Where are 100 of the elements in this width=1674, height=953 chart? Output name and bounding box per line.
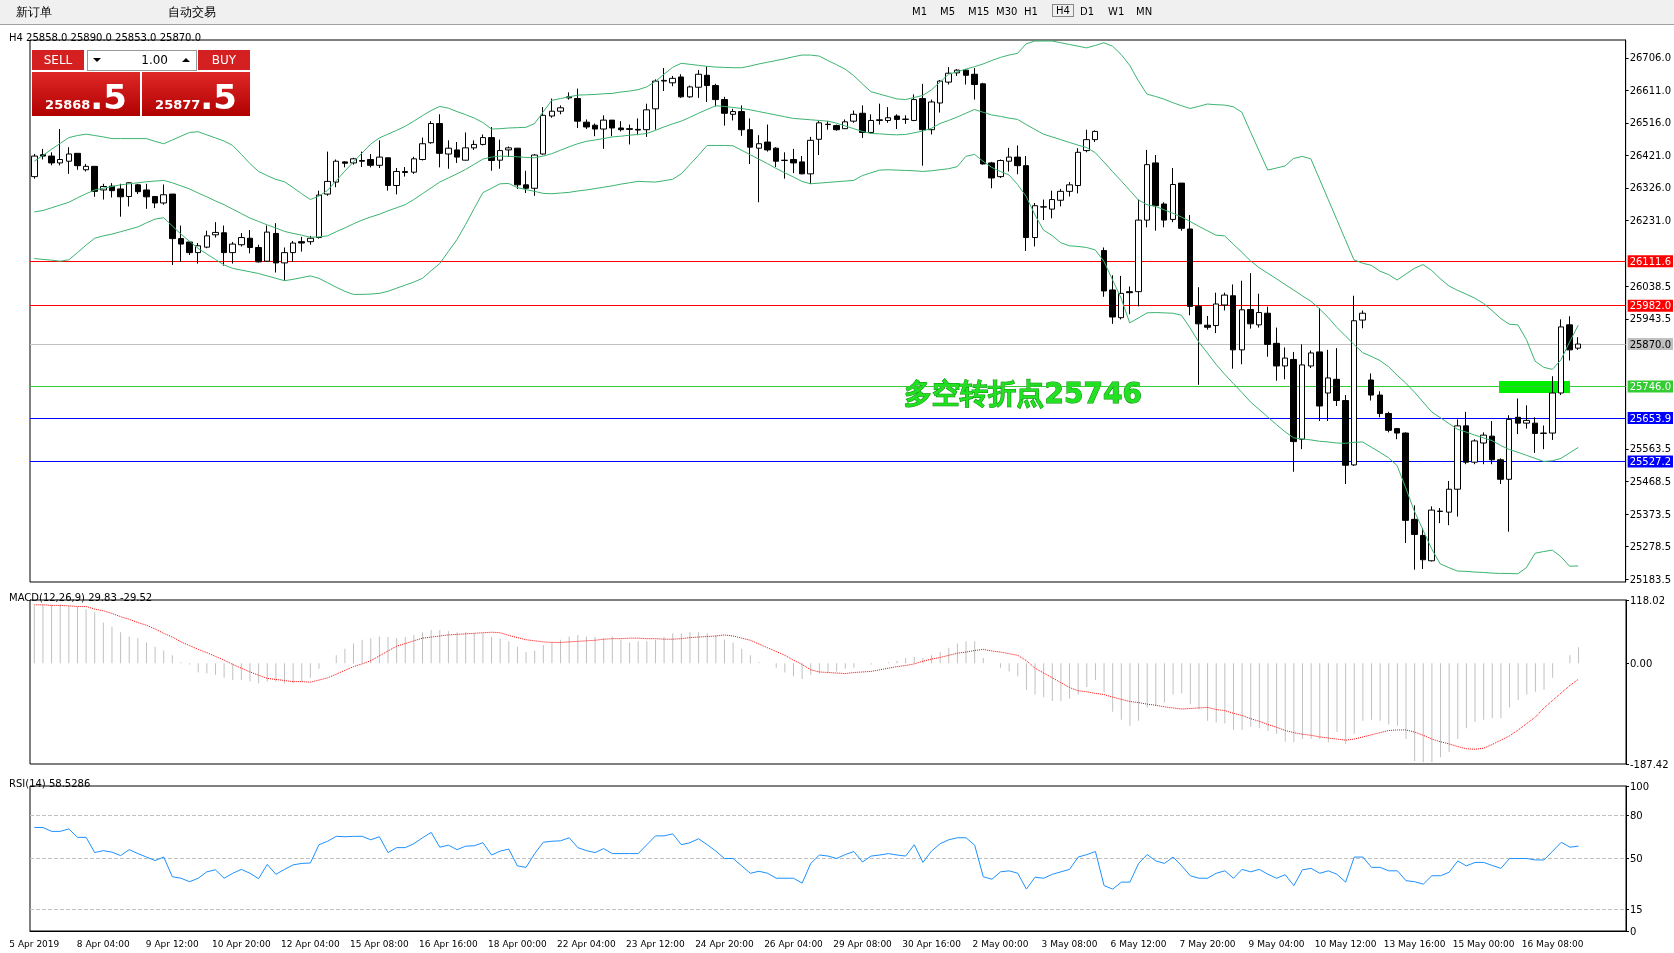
candlestick — [583, 118, 590, 130]
y-tick-label: -187.42 — [1630, 758, 1669, 770]
candlestick — [1394, 427, 1400, 440]
text: H1 — [1024, 6, 1038, 17]
candlestick — [1515, 397, 1521, 435]
annotation: BUY — [198, 50, 250, 70]
candlestick — [902, 114, 909, 125]
line-series — [33, 826, 1580, 890]
line-series — [33, 144, 1579, 575]
candlestick — [721, 96, 728, 127]
candlestick — [178, 225, 184, 263]
candlestick — [1506, 414, 1512, 533]
y-tick-label: 26611.0 — [1629, 84, 1672, 96]
candlestick — [1144, 149, 1150, 228]
candlestick — [1342, 394, 1349, 485]
candlestick — [281, 246, 288, 281]
candlestick — [488, 126, 495, 172]
candlestick — [1333, 347, 1340, 407]
candlestick — [652, 78, 659, 131]
x-tick-label: 7 May 20:00 — [1179, 938, 1236, 949]
candlestick — [1446, 480, 1452, 526]
x-tick-label: 5 Apr 2019 — [9, 938, 60, 949]
candlestick — [117, 183, 124, 218]
candlestick — [1471, 438, 1478, 465]
candlestick — [273, 222, 279, 273]
candlestick — [316, 190, 322, 240]
candlestick — [359, 151, 365, 168]
candlestick — [307, 235, 314, 246]
candlestick — [730, 108, 736, 121]
chart-title: RSI(14) 58.5286 — [9, 777, 91, 789]
candlestick — [894, 113, 900, 130]
candlestick — [1437, 507, 1443, 524]
candlestick — [1325, 349, 1331, 422]
candlestick — [333, 158, 339, 188]
text: 自动交易 — [168, 4, 216, 21]
x-tick-label: 30 Apr 16:00 — [902, 938, 962, 949]
candlestick — [678, 73, 684, 99]
candlestick — [1264, 306, 1271, 358]
candlestick — [635, 117, 641, 136]
candlestick — [1178, 182, 1185, 232]
x-tick-label: 12 Apr 04:00 — [281, 938, 340, 949]
candlestick — [411, 156, 417, 175]
candlestick — [1101, 246, 1107, 298]
candlestick — [376, 139, 383, 169]
candlestick — [1489, 420, 1495, 465]
text: M30 — [996, 6, 1018, 17]
candlestick — [790, 148, 797, 174]
x-tick-label: 29 Apr 08:00 — [833, 938, 893, 949]
candlestick — [600, 114, 607, 150]
candlestick — [885, 106, 891, 124]
candlestick — [1014, 144, 1021, 175]
x-tick-label: 16 Apr 16:00 — [419, 938, 479, 949]
candlestick — [833, 124, 840, 132]
candlestick — [1299, 343, 1305, 450]
candlestick — [1549, 375, 1556, 441]
candlestick — [126, 181, 132, 207]
y-tick-label: 25468.5 — [1629, 476, 1672, 488]
candlestick — [1230, 283, 1236, 370]
number-field: 1.00 — [87, 50, 197, 71]
candlestick — [393, 167, 400, 195]
candlestick — [997, 158, 1004, 179]
candlestick — [1126, 286, 1133, 315]
annotation: 25868.5 — [45, 77, 127, 117]
candlestick — [661, 67, 667, 92]
candlestick — [324, 151, 331, 197]
candlestick — [1540, 425, 1547, 450]
x-tick-label: 10 Apr 20:00 — [212, 938, 271, 949]
candlestick — [238, 232, 245, 247]
x-tick-label: 26 Apr 04:00 — [764, 938, 824, 949]
candlestick — [919, 83, 926, 167]
candlestick — [643, 103, 650, 138]
x-tick-label: 18 Apr 00:00 — [488, 938, 548, 949]
candlestick — [868, 113, 874, 134]
candlestick — [1152, 154, 1159, 232]
candlestick — [1040, 199, 1047, 221]
text: W1 — [1108, 6, 1125, 17]
x-tick-label: 16 May 08:00 — [1521, 938, 1584, 949]
candlestick — [1057, 188, 1064, 207]
candlestick — [1377, 390, 1383, 418]
candlestick — [704, 65, 710, 103]
candlestick — [712, 83, 719, 107]
text: 新订单 — [16, 4, 52, 21]
candlestick — [1273, 327, 1280, 382]
x-tick-label: 22 Apr 04:00 — [557, 938, 617, 949]
candlestick — [531, 153, 538, 197]
candlestick — [212, 221, 219, 239]
candlestick — [471, 139, 477, 151]
y-tick-label: 0.00 — [1630, 657, 1653, 669]
ref-line-label: 25653.9 — [1629, 412, 1672, 424]
candlestick — [574, 88, 581, 129]
candlestick — [1282, 346, 1288, 380]
candlestick — [928, 99, 935, 135]
candlestick — [480, 134, 486, 146]
candlestick — [402, 166, 408, 178]
ref-line-label: 25527.2 — [1629, 455, 1672, 467]
text: M15 — [968, 6, 990, 17]
candlestick — [618, 120, 624, 132]
x-tick-label: 15 May 00:00 — [1452, 938, 1515, 949]
annotation: 25877.5 — [155, 77, 237, 117]
candlestick — [1161, 201, 1167, 228]
